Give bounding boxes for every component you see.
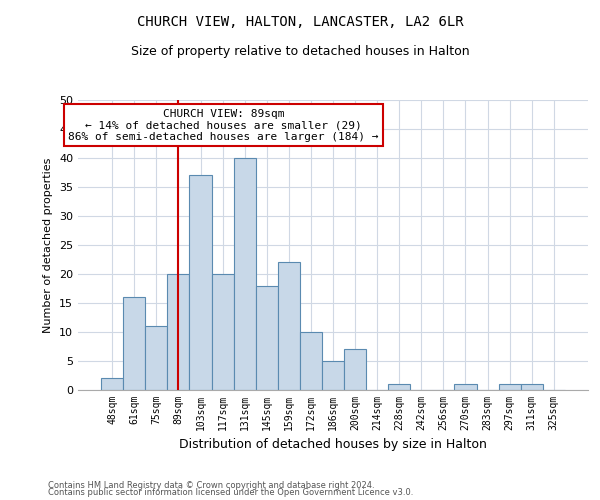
Bar	[212, 274, 233, 390]
Bar	[101, 378, 123, 390]
Bar	[344, 350, 366, 390]
Bar	[521, 384, 543, 390]
Bar	[322, 361, 344, 390]
Bar	[190, 176, 212, 390]
Bar	[300, 332, 322, 390]
Bar	[454, 384, 476, 390]
Bar	[233, 158, 256, 390]
Bar	[256, 286, 278, 390]
Text: Size of property relative to detached houses in Halton: Size of property relative to detached ho…	[131, 45, 469, 58]
Bar	[123, 297, 145, 390]
Text: CHURCH VIEW: 89sqm
← 14% of detached houses are smaller (29)
86% of semi-detache: CHURCH VIEW: 89sqm ← 14% of detached hou…	[68, 108, 379, 142]
Text: Contains public sector information licensed under the Open Government Licence v3: Contains public sector information licen…	[48, 488, 413, 497]
Bar	[145, 326, 167, 390]
Bar	[499, 384, 521, 390]
Text: CHURCH VIEW, HALTON, LANCASTER, LA2 6LR: CHURCH VIEW, HALTON, LANCASTER, LA2 6LR	[137, 15, 463, 29]
X-axis label: Distribution of detached houses by size in Halton: Distribution of detached houses by size …	[179, 438, 487, 452]
Bar	[278, 262, 300, 390]
Y-axis label: Number of detached properties: Number of detached properties	[43, 158, 53, 332]
Bar	[167, 274, 190, 390]
Text: Contains HM Land Registry data © Crown copyright and database right 2024.: Contains HM Land Registry data © Crown c…	[48, 480, 374, 490]
Bar	[388, 384, 410, 390]
